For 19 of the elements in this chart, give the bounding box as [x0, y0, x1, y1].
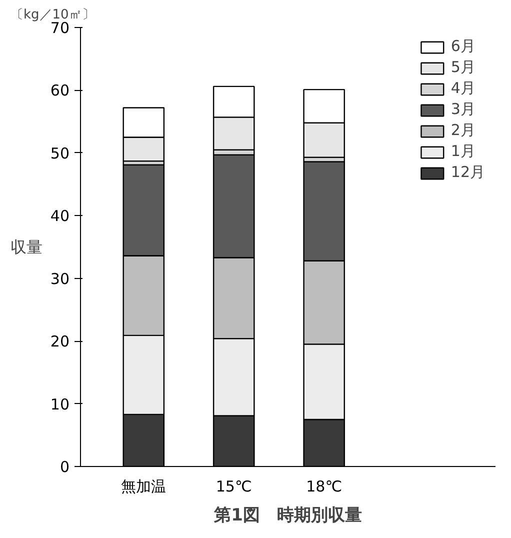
x-tick-label: 無加温 [121, 478, 166, 496]
y-tick-label: 0 [60, 458, 70, 476]
legend-label: 4月 [450, 79, 476, 98]
text: 第1図 時期別収量 [213, 506, 362, 526]
y-tick-label: 10 [50, 395, 70, 414]
y-tick-label: 50 [50, 144, 70, 162]
y-tick-label: 40 [50, 207, 70, 226]
legend-label: 2月 [450, 121, 476, 140]
y-tick-label: 30 [50, 270, 70, 288]
legend-label: 3月 [450, 100, 476, 119]
y-tick-label: 20 [50, 332, 70, 351]
y-tick-label: 60 [50, 82, 70, 100]
legend-label: 5月 [450, 58, 476, 77]
x-tick-label: 15℃ [216, 478, 252, 496]
legend-label: 12月 [450, 163, 485, 182]
y-axis-title: 収量 [10, 238, 42, 256]
x-tick-label: 18℃ [306, 478, 342, 496]
legend-label: 6月 [450, 37, 476, 56]
legend-label: 1月 [450, 142, 476, 161]
